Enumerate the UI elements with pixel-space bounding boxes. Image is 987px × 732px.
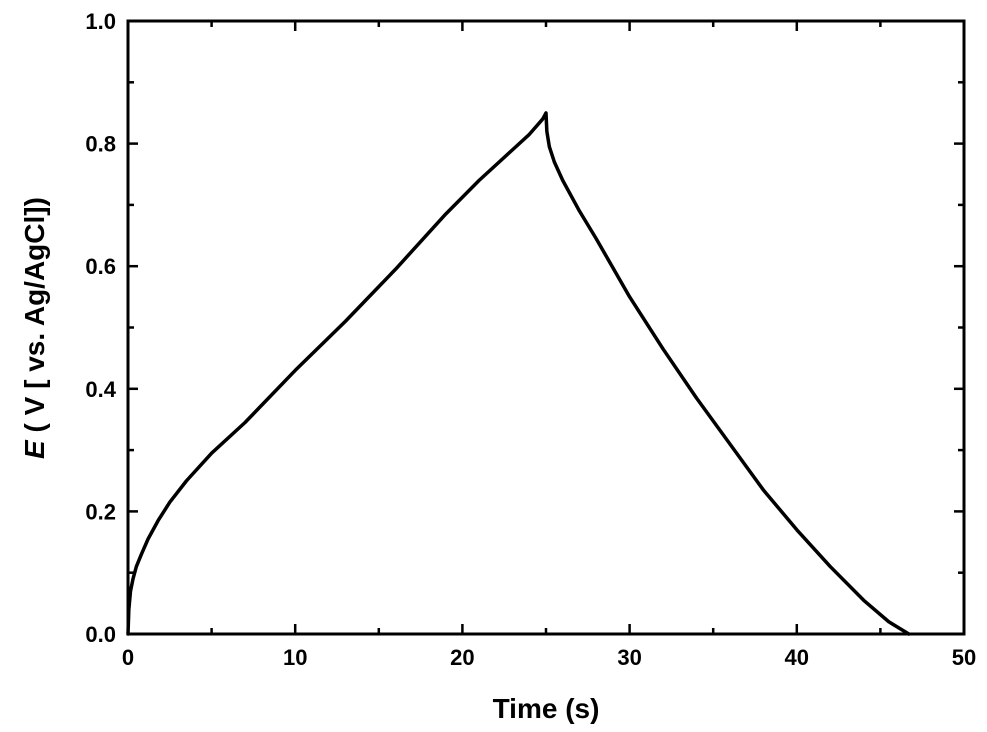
y-tick-label: 0.8: [85, 132, 116, 157]
x-tick-label: 50: [952, 645, 976, 670]
x-axis-title: Time (s): [493, 693, 600, 724]
y-tick-label: 0.6: [85, 254, 116, 279]
x-tick-label: 20: [450, 645, 474, 670]
y-axis-title: E ( V [ vs. Ag/AgCl]): [19, 197, 50, 459]
y-tick-label: 1.0: [85, 9, 116, 34]
x-tick-label: 30: [617, 645, 641, 670]
x-tick-label: 40: [785, 645, 809, 670]
axis-ticks: [126, 19, 966, 636]
y-axis-title-symbol: E: [19, 439, 50, 459]
y-tick-label: 0.4: [85, 377, 116, 402]
x-tick-label: 10: [283, 645, 307, 670]
y-axis-title-units: ( V [ vs. Ag/AgCl]): [19, 197, 50, 440]
series-line: [126, 111, 911, 636]
tick-labels: 0 10 20 30 40 50 0.0 0.2 0.4 0.6 0.8 1.0: [85, 9, 976, 670]
x-tick-label: 0: [122, 645, 134, 670]
y-tick-label: 0.2: [85, 499, 116, 524]
y-tick-label: 0.0: [85, 622, 116, 647]
